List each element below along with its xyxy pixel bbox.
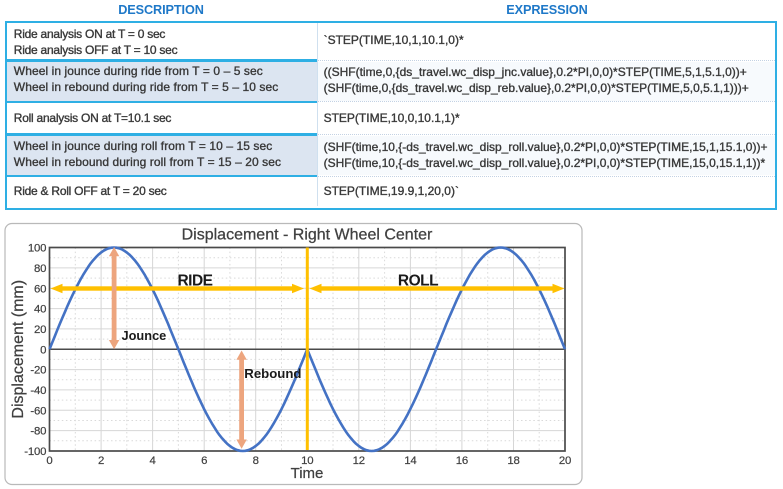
svg-text:18: 18 bbox=[507, 455, 519, 467]
svg-text:Jounce: Jounce bbox=[122, 328, 167, 343]
svg-text:Displacement (mm): Displacement (mm) bbox=[10, 280, 27, 419]
svg-text:-20: -20 bbox=[30, 365, 46, 377]
svg-text:-60: -60 bbox=[30, 405, 46, 417]
svg-text:10: 10 bbox=[301, 455, 313, 467]
svg-text:12: 12 bbox=[353, 455, 365, 467]
svg-text:40: 40 bbox=[34, 304, 46, 316]
svg-text:0: 0 bbox=[46, 455, 52, 467]
svg-text:20: 20 bbox=[559, 455, 571, 467]
svg-text:20: 20 bbox=[34, 324, 46, 336]
svg-text:16: 16 bbox=[456, 455, 468, 467]
svg-text:Rebound: Rebound bbox=[244, 366, 301, 381]
svg-text:4: 4 bbox=[150, 455, 156, 467]
svg-text:-100: -100 bbox=[24, 446, 46, 458]
svg-text:Time: Time bbox=[291, 465, 324, 482]
svg-text:0: 0 bbox=[40, 344, 46, 356]
svg-text:80: 80 bbox=[34, 263, 46, 275]
svg-text:14: 14 bbox=[404, 455, 416, 467]
svg-text:2: 2 bbox=[98, 455, 104, 467]
svg-text:100: 100 bbox=[28, 243, 46, 255]
svg-text:-80: -80 bbox=[30, 426, 46, 438]
svg-text:8: 8 bbox=[253, 455, 259, 467]
svg-text:Displacement - Right Wheel Cen: Displacement - Right Wheel Center bbox=[182, 227, 433, 244]
svg-text:60: 60 bbox=[34, 283, 46, 295]
svg-text:-40: -40 bbox=[30, 385, 46, 397]
svg-text:6: 6 bbox=[201, 455, 207, 467]
svg-text:RIDE: RIDE bbox=[177, 273, 212, 290]
svg-text:ROLL: ROLL bbox=[398, 273, 438, 290]
